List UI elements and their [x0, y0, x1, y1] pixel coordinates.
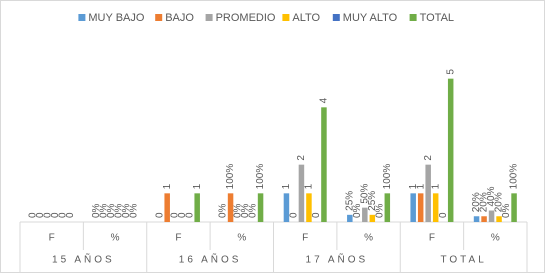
data-label: 0	[184, 212, 195, 218]
data-label: 25%	[344, 191, 355, 211]
bar	[417, 193, 424, 222]
bar	[347, 214, 353, 222]
bar	[298, 164, 305, 222]
data-label: 5	[445, 69, 456, 75]
x-tick-label: %	[111, 233, 120, 244]
data-label: 100%	[225, 164, 236, 190]
data-label: 100%	[382, 164, 393, 190]
data-label: 0	[438, 212, 449, 218]
data-label: 40%	[486, 186, 497, 206]
data-label: 0%	[501, 203, 512, 218]
legend-label: TOTAL	[420, 12, 454, 24]
data-label: 1	[162, 183, 173, 189]
legend-label: MUY ALTO	[343, 12, 398, 24]
legend-swatch	[409, 14, 417, 21]
data-label: 0%	[91, 203, 102, 218]
bar	[473, 216, 480, 222]
data-label: 0%	[233, 203, 244, 218]
data-label: 0	[43, 212, 54, 218]
data-label: 0%	[218, 203, 229, 218]
data-label: 50%	[359, 184, 370, 204]
data-label: 1	[430, 183, 441, 189]
data-label: 20%	[471, 192, 482, 212]
legend-swatch	[78, 14, 86, 21]
data-label: 0%	[98, 203, 109, 218]
data-label: 2	[423, 155, 434, 161]
data-label: 0%	[352, 203, 363, 218]
data-label: 1	[281, 183, 292, 189]
data-label: 0%	[248, 203, 259, 218]
bar	[496, 216, 502, 222]
data-label: 0%	[374, 203, 385, 218]
bar	[447, 78, 454, 223]
data-label: 0%	[113, 203, 124, 218]
bar	[384, 193, 391, 222]
data-label: 0	[58, 212, 69, 218]
data-label: 1	[304, 183, 315, 189]
data-label: 0	[28, 212, 39, 218]
bar	[321, 107, 327, 222]
group-label: TOTAL	[440, 255, 486, 266]
bar	[306, 193, 312, 222]
x-tick-label: %	[491, 233, 500, 244]
legend-swatch	[205, 14, 213, 21]
data-label: 0	[311, 212, 322, 218]
data-label: 2	[296, 155, 307, 161]
data-label: 1	[192, 183, 203, 189]
bar	[511, 193, 517, 222]
legend-label: BAJO	[165, 12, 194, 24]
legend-label: PROMEDIO	[216, 12, 276, 24]
bar	[369, 214, 376, 222]
legend-swatch	[155, 14, 163, 21]
data-label: 0	[154, 212, 165, 218]
data-label: 100%	[255, 164, 266, 190]
data-label: 0%	[121, 203, 132, 218]
x-tick-label: F	[175, 233, 181, 244]
bar	[164, 193, 170, 222]
x-tick-label: F	[302, 233, 308, 244]
data-label: 100%	[509, 164, 520, 190]
data-label: 0	[177, 212, 188, 218]
legend-swatch	[332, 14, 340, 21]
legend-label: ALTO	[292, 12, 320, 24]
bar	[481, 216, 487, 222]
data-label: 20%	[479, 192, 490, 212]
data-label: 0	[65, 212, 76, 218]
data-label: 1	[415, 183, 426, 189]
bar	[432, 193, 439, 222]
group-label: 17 AÑOS	[306, 253, 369, 266]
group-label: 15 AÑOS	[52, 253, 115, 266]
bar	[227, 193, 234, 222]
bar	[194, 193, 200, 222]
x-tick-label: F	[429, 233, 435, 244]
bar	[410, 193, 416, 222]
group-label: 16 AÑOS	[179, 253, 242, 266]
data-label: 0%	[240, 203, 251, 218]
legend-swatch	[282, 14, 290, 21]
data-label: 1	[408, 183, 419, 189]
bar	[425, 164, 431, 222]
data-label: 0	[50, 212, 61, 218]
bar	[488, 210, 495, 222]
data-label: 20%	[494, 192, 505, 212]
data-label: 0	[169, 212, 180, 218]
data-label: 4	[319, 97, 330, 103]
data-label: 25%	[367, 191, 378, 211]
legend-label: MUY BAJO	[88, 12, 144, 24]
bar	[257, 193, 264, 222]
bar	[283, 193, 290, 222]
x-tick-label: F	[49, 233, 55, 244]
x-tick-label: %	[237, 233, 246, 244]
data-label: 0%	[106, 203, 117, 218]
data-label: 0	[35, 212, 46, 218]
data-label: 0%	[128, 203, 139, 218]
x-tick-label: %	[364, 233, 373, 244]
bar	[362, 207, 368, 222]
data-label: 0	[289, 212, 300, 218]
